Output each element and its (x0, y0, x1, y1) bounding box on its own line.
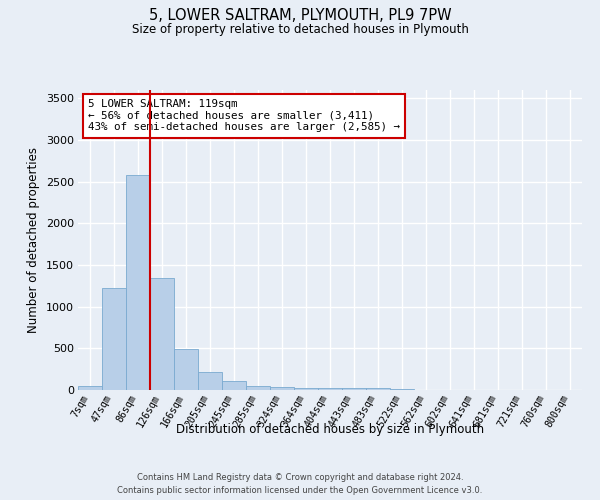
Bar (342, 388, 366, 390)
Text: 5 LOWER SALTRAM: 119sqm
← 56% of detached houses are smaller (3,411)
43% of semi: 5 LOWER SALTRAM: 119sqm ← 56% of detache… (88, 99, 400, 132)
Bar (78, 386, 102, 390)
Text: Size of property relative to detached houses in Plymouth: Size of property relative to detached ho… (131, 22, 469, 36)
Bar (366, 388, 390, 390)
Bar (126, 175, 150, 390)
Bar (102, 288, 126, 390)
Y-axis label: Number of detached properties: Number of detached properties (27, 147, 40, 333)
Bar (198, 372, 222, 390)
Bar (222, 381, 246, 390)
Bar (246, 386, 270, 390)
Bar (150, 278, 174, 390)
Text: Contains public sector information licensed under the Open Government Licence v3: Contains public sector information licen… (118, 486, 482, 495)
Text: Distribution of detached houses by size in Plymouth: Distribution of detached houses by size … (176, 422, 484, 436)
Bar (270, 386, 294, 390)
Bar (294, 388, 318, 390)
Bar (174, 349, 198, 390)
Bar (390, 389, 414, 390)
Text: 5, LOWER SALTRAM, PLYMOUTH, PL9 7PW: 5, LOWER SALTRAM, PLYMOUTH, PL9 7PW (149, 8, 451, 22)
Text: Contains HM Land Registry data © Crown copyright and database right 2024.: Contains HM Land Registry data © Crown c… (137, 472, 463, 482)
Bar (318, 388, 342, 390)
